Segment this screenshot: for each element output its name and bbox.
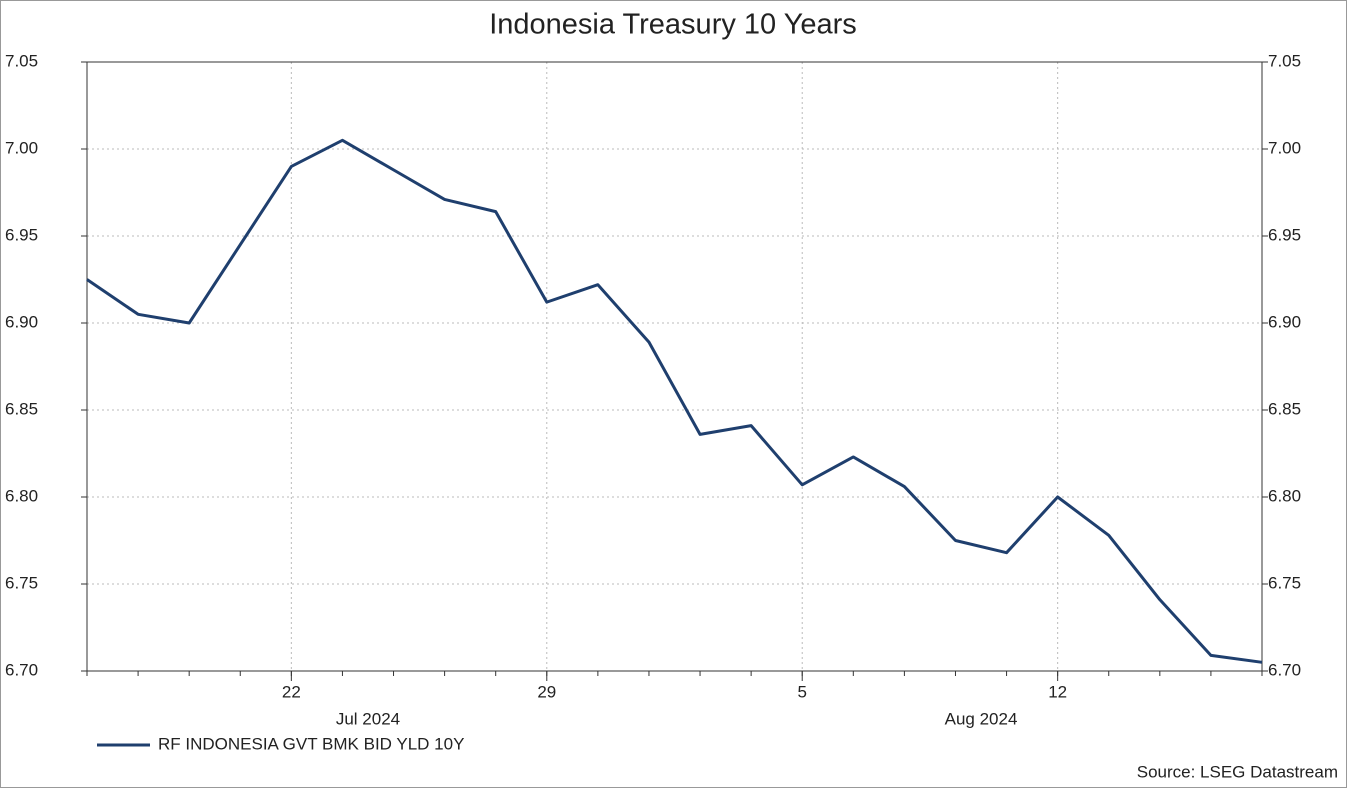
chart-title: Indonesia Treasury 10 Years (489, 9, 857, 41)
x-tick-label: 29 (537, 682, 556, 701)
plot-frame (86, 61, 1263, 672)
month-label: Aug 2024 (945, 709, 1018, 728)
source: Source: LSEG Datastream (1137, 762, 1338, 781)
y2-tick-label: 6.75 (1268, 573, 1301, 592)
y-tick-label: 6.75 (5, 573, 38, 592)
x-tick-label: 5 (797, 682, 806, 701)
y2-tick-label: 6.95 (1268, 225, 1301, 244)
y-tick-label: 6.85 (5, 399, 38, 418)
y2-tick-label: 7.00 (1268, 138, 1301, 157)
y-tick-label: 7.05 (5, 51, 38, 70)
y2-tick-label: 6.70 (1268, 660, 1301, 679)
y2-tick-label: 6.85 (1268, 399, 1301, 418)
x-tick-label: 12 (1048, 682, 1067, 701)
y2-tick-label: 6.90 (1268, 312, 1301, 331)
y-tick-label: 6.90 (5, 312, 38, 331)
month-label: Jul 2024 (336, 709, 400, 728)
y2-tick-label: 6.80 (1268, 486, 1301, 505)
y-tick-label: 6.95 (5, 225, 38, 244)
y2-tick-label: 7.05 (1268, 51, 1301, 70)
y-tick-label: 6.70 (5, 660, 38, 679)
y-tick-label: 6.80 (5, 486, 38, 505)
y-tick-label: 7.00 (5, 138, 38, 157)
line (86, 138, 1263, 664)
x-tick-label: 22 (282, 682, 301, 701)
legend-label: RF INDONESIA GVT BMK BID YLD 10Y (158, 734, 464, 753)
